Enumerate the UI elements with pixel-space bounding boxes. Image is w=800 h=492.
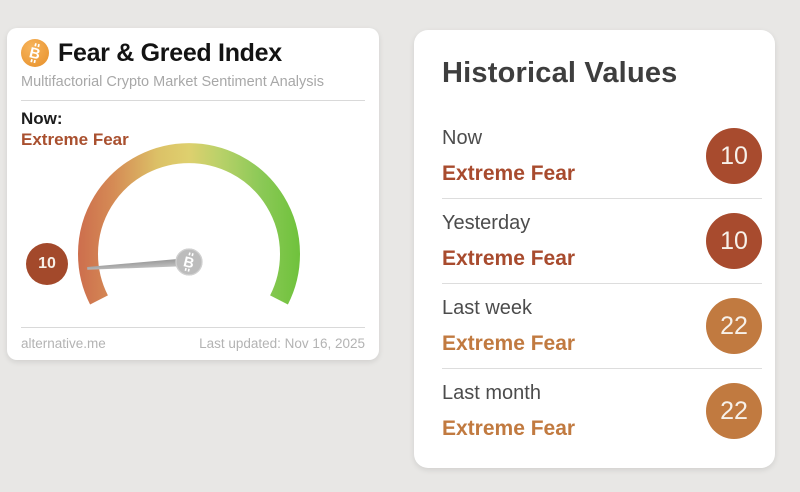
history-row-last-week: Last week Extreme Fear 22 [442,283,762,368]
now-label: Now: [21,109,63,128]
history-classification: Extreme Fear [442,417,576,440]
bitcoin-icon: B [21,39,49,67]
historical-values-title: Historical Values [442,57,678,89]
header-divider [21,100,365,101]
card-title: Fear & Greed Index [58,39,282,67]
gauge-hub: B [175,248,203,276]
historical-values-card: Historical Values Now Extreme Fear 10 Ye… [414,30,775,468]
history-classification: Extreme Fear [442,332,576,355]
history-row-now: Now Extreme Fear 10 [442,127,762,198]
history-period-label: Yesterday [442,212,531,234]
last-updated-text: Last updated: Nov 16, 2025 [199,336,365,351]
source-link[interactable]: alternative.me [21,336,106,351]
bitcoin-hub-icon: B [182,252,196,272]
footer-divider [21,327,365,328]
gauge-needle [87,258,190,270]
fear-greed-card: B Fear & Greed Index Multifactorial Cryp… [7,28,379,360]
fear-greed-header: B Fear & Greed Index Multifactorial Cryp… [7,28,379,151]
history-row-last-month: Last month Extreme Fear 22 [442,368,762,453]
history-classification: Extreme Fear [442,162,576,185]
history-score-badge: 22 [706,298,762,354]
svg-text:B: B [182,254,196,272]
card-subtitle: Multifactorial Crypto Market Sentiment A… [21,74,324,90]
history-period-label: Now [442,127,483,149]
card-footer: alternative.me Last updated: Nov 16, 202… [21,327,365,352]
svg-text:B: B [27,44,42,63]
history-period-label: Last week [442,297,533,319]
history-score-badge: 10 [706,213,762,269]
history-score-badge: 10 [706,128,762,184]
gauge-needle-group [87,258,190,270]
history-period-label: Last month [442,382,541,404]
gauge-value-badge: 10 [26,243,68,285]
now-classification: Extreme Fear [21,130,129,149]
history-classification: Extreme Fear [442,247,576,270]
history-score-badge: 22 [706,383,762,439]
gauge-chart: B [78,143,300,305]
gauge-arc [78,143,300,305]
history-row-yesterday: Yesterday Extreme Fear 10 [442,198,762,283]
